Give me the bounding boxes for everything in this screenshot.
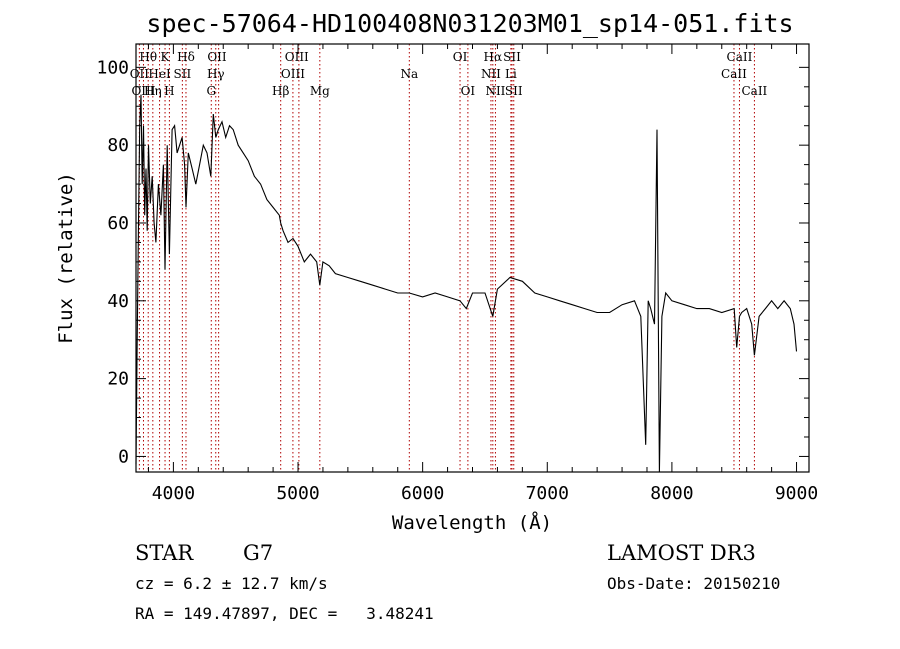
chart-title: spec-57064-HD100408N031203M01_sp14-051.f… bbox=[146, 9, 793, 38]
line-label: OIII bbox=[131, 84, 155, 98]
line-label: H bbox=[164, 84, 174, 98]
line-label: OII bbox=[130, 67, 150, 81]
line-label: Mg bbox=[310, 84, 330, 98]
x-axis-label: Wavelength (Å) bbox=[392, 511, 552, 534]
line-label: Hδ bbox=[177, 50, 195, 64]
y-tick-label: 20 bbox=[107, 369, 129, 390]
line-label: OI bbox=[461, 84, 476, 98]
y-axis-ticks: 0 20 40 60 80 100 bbox=[96, 57, 809, 467]
line-label: OIII bbox=[285, 50, 309, 64]
line-label: NII bbox=[485, 84, 505, 98]
y-tick-label: 100 bbox=[96, 57, 129, 78]
survey-name: LAMOST DR3 bbox=[607, 541, 756, 565]
coordinates: RA = 149.47897, DEC = 3.48241 bbox=[135, 604, 434, 623]
plot-frame bbox=[135, 43, 810, 473]
y-tick-label: 0 bbox=[118, 446, 129, 467]
x-axis-ticks: 4000 5000 6000 7000 8000 9000 bbox=[147, 44, 818, 504]
line-label: G bbox=[206, 84, 216, 98]
y-tick-label: 80 bbox=[107, 135, 129, 156]
line-label: Na bbox=[400, 67, 418, 81]
line-label: OII bbox=[207, 50, 227, 64]
line-label: CaII bbox=[741, 84, 767, 98]
line-label: Hβ bbox=[272, 84, 289, 98]
x-tick-label: 8000 bbox=[650, 483, 693, 504]
x-tick-label: 4000 bbox=[152, 483, 195, 504]
object-subclass: G7 bbox=[243, 541, 273, 565]
y-axis-label: Flux (relative) bbox=[55, 172, 77, 344]
line-label: Hα bbox=[484, 50, 503, 64]
line-label: OIII bbox=[281, 67, 305, 81]
line-label: SII bbox=[174, 67, 192, 81]
line-label: SII bbox=[505, 84, 523, 98]
x-tick-label: 7000 bbox=[526, 483, 569, 504]
x-tick-label: 6000 bbox=[401, 483, 444, 504]
y-tick-label: 60 bbox=[107, 213, 129, 234]
object-type: STAR bbox=[135, 541, 194, 565]
redshift-value: cz = 6.2 ± 12.7 km/s bbox=[135, 574, 328, 593]
x-tick-label: 5000 bbox=[276, 483, 319, 504]
line-label: SII bbox=[503, 50, 521, 64]
line-label: OI bbox=[453, 50, 468, 64]
line-label: Hη bbox=[144, 84, 162, 98]
line-label: Li bbox=[505, 67, 517, 81]
line-label: HeI bbox=[148, 67, 171, 81]
line-label: K bbox=[161, 50, 171, 64]
observation-date: Obs-Date: 20150210 bbox=[607, 574, 780, 593]
y-tick-label: 40 bbox=[107, 291, 129, 312]
line-label: CaII bbox=[721, 67, 747, 81]
line-label: CaII bbox=[727, 50, 753, 64]
line-label: NII bbox=[481, 67, 501, 81]
spectral-line-markers bbox=[138, 44, 755, 472]
x-tick-label: 9000 bbox=[775, 483, 818, 504]
line-label: Hθ bbox=[139, 50, 157, 64]
spectrum-line bbox=[135, 94, 798, 473]
line-label: Hγ bbox=[207, 67, 225, 81]
